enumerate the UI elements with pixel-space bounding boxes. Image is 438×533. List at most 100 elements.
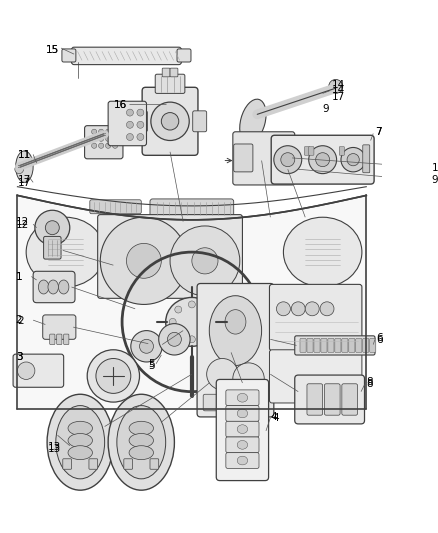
- FancyBboxPatch shape: [124, 459, 133, 469]
- Ellipse shape: [87, 350, 140, 402]
- Text: 2: 2: [16, 315, 22, 325]
- Text: 6: 6: [377, 333, 383, 343]
- Ellipse shape: [237, 393, 247, 402]
- FancyBboxPatch shape: [197, 284, 274, 417]
- FancyBboxPatch shape: [108, 101, 146, 146]
- Ellipse shape: [96, 359, 131, 393]
- Text: 5: 5: [148, 359, 155, 369]
- Ellipse shape: [316, 152, 330, 167]
- Ellipse shape: [127, 122, 134, 128]
- Ellipse shape: [209, 296, 261, 366]
- FancyBboxPatch shape: [216, 379, 268, 481]
- Ellipse shape: [68, 446, 92, 459]
- Ellipse shape: [137, 109, 144, 116]
- Text: 16: 16: [113, 100, 127, 109]
- FancyBboxPatch shape: [321, 338, 327, 352]
- FancyBboxPatch shape: [63, 459, 71, 469]
- Text: 9: 9: [432, 175, 438, 185]
- FancyBboxPatch shape: [226, 421, 259, 437]
- Text: 13: 13: [48, 444, 61, 454]
- FancyBboxPatch shape: [89, 459, 98, 469]
- FancyBboxPatch shape: [304, 147, 310, 155]
- Ellipse shape: [137, 133, 144, 141]
- FancyBboxPatch shape: [342, 384, 357, 415]
- Ellipse shape: [341, 148, 365, 172]
- Text: 15: 15: [46, 45, 60, 54]
- Ellipse shape: [320, 302, 334, 316]
- FancyBboxPatch shape: [271, 135, 374, 184]
- FancyBboxPatch shape: [85, 126, 123, 159]
- FancyBboxPatch shape: [356, 338, 362, 352]
- Text: 14: 14: [332, 80, 345, 90]
- Ellipse shape: [129, 446, 153, 459]
- Ellipse shape: [237, 409, 247, 418]
- Ellipse shape: [113, 143, 118, 148]
- Ellipse shape: [276, 302, 290, 316]
- Ellipse shape: [106, 143, 111, 148]
- Ellipse shape: [99, 143, 104, 148]
- Ellipse shape: [188, 301, 195, 308]
- FancyBboxPatch shape: [170, 68, 178, 77]
- Ellipse shape: [305, 302, 319, 316]
- FancyBboxPatch shape: [295, 336, 375, 355]
- Ellipse shape: [166, 297, 218, 346]
- Ellipse shape: [127, 109, 134, 116]
- Text: 13: 13: [48, 442, 61, 452]
- Text: 9: 9: [323, 104, 329, 114]
- Text: 6: 6: [377, 335, 383, 345]
- Ellipse shape: [47, 394, 113, 490]
- FancyBboxPatch shape: [325, 384, 340, 415]
- Ellipse shape: [329, 79, 343, 93]
- Ellipse shape: [39, 280, 49, 294]
- Ellipse shape: [16, 151, 33, 182]
- Ellipse shape: [26, 217, 105, 287]
- FancyBboxPatch shape: [226, 406, 259, 421]
- FancyBboxPatch shape: [44, 237, 61, 259]
- FancyBboxPatch shape: [64, 334, 69, 344]
- Ellipse shape: [18, 362, 35, 379]
- Ellipse shape: [169, 318, 176, 325]
- FancyBboxPatch shape: [150, 199, 234, 217]
- FancyBboxPatch shape: [370, 338, 376, 352]
- Text: 16: 16: [113, 100, 127, 109]
- FancyBboxPatch shape: [150, 459, 159, 469]
- Text: 17: 17: [332, 92, 345, 102]
- Text: 8: 8: [366, 378, 373, 389]
- Ellipse shape: [188, 336, 195, 343]
- Polygon shape: [18, 196, 366, 409]
- Ellipse shape: [56, 406, 105, 479]
- FancyBboxPatch shape: [314, 338, 320, 352]
- Text: 7: 7: [375, 127, 381, 138]
- FancyBboxPatch shape: [43, 315, 76, 340]
- Ellipse shape: [117, 406, 166, 479]
- FancyBboxPatch shape: [134, 111, 147, 132]
- Text: 17: 17: [432, 163, 438, 173]
- Ellipse shape: [48, 280, 58, 294]
- FancyBboxPatch shape: [269, 285, 362, 351]
- FancyBboxPatch shape: [309, 147, 314, 155]
- Ellipse shape: [46, 221, 59, 235]
- FancyBboxPatch shape: [71, 47, 181, 64]
- Ellipse shape: [202, 306, 209, 313]
- Ellipse shape: [291, 302, 305, 316]
- Ellipse shape: [283, 217, 362, 287]
- Ellipse shape: [140, 340, 153, 353]
- Text: 1: 1: [16, 272, 22, 282]
- Ellipse shape: [99, 129, 104, 134]
- Text: 4: 4: [272, 414, 279, 423]
- Ellipse shape: [281, 152, 295, 167]
- Ellipse shape: [240, 99, 266, 143]
- Ellipse shape: [99, 136, 104, 141]
- Ellipse shape: [161, 112, 179, 130]
- Ellipse shape: [106, 136, 111, 141]
- Ellipse shape: [151, 102, 189, 141]
- FancyBboxPatch shape: [203, 394, 268, 411]
- Ellipse shape: [237, 440, 247, 449]
- FancyBboxPatch shape: [335, 338, 341, 352]
- Text: 4: 4: [270, 411, 277, 422]
- FancyBboxPatch shape: [339, 147, 344, 155]
- Text: 15: 15: [46, 45, 60, 54]
- Ellipse shape: [92, 136, 97, 141]
- FancyBboxPatch shape: [290, 164, 298, 172]
- FancyBboxPatch shape: [290, 147, 298, 155]
